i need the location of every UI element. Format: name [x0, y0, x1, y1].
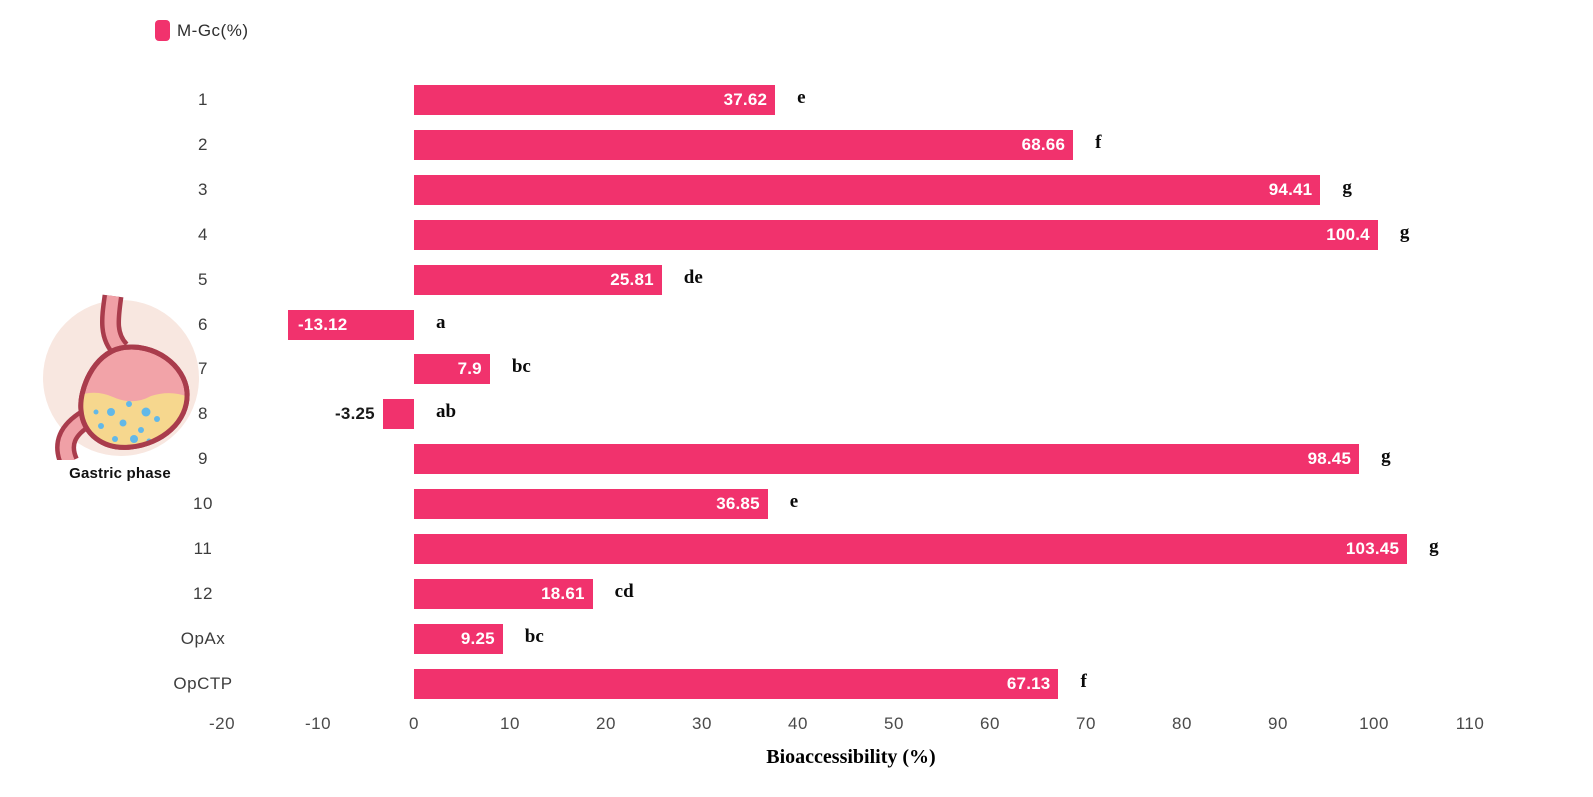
significance-letter: g [1429, 536, 1439, 557]
bar [414, 264, 662, 295]
bar [414, 354, 490, 385]
category-label: 1 [198, 90, 208, 109]
category-label: 11 [193, 539, 213, 558]
bar-value-label: 18.61 [541, 583, 585, 603]
x-axis-tick: 80 [1172, 714, 1192, 733]
category-label: 8 [198, 404, 208, 424]
bar-value-label: 37.62 [723, 90, 768, 109]
bar [414, 623, 503, 654]
bar [414, 534, 1408, 564]
x-axis-tick: 70 [1076, 714, 1096, 733]
bar-value-label: 9.25 [460, 628, 495, 648]
x-axis-title: Bioaccessibility (%) [766, 746, 936, 768]
x-axis-tick: 90 [1268, 714, 1288, 733]
bar [414, 174, 1321, 205]
category-label: OpAx [180, 628, 226, 648]
bar-value-label: 94.41 [1268, 179, 1313, 199]
x-axis-tick: 100 [1359, 714, 1389, 733]
bar [414, 578, 593, 609]
gastric-figure: Gastric phase [30, 292, 210, 482]
legend-swatch [155, 20, 170, 41]
legend-label: M-Gc(%) [177, 20, 249, 40]
bar-value-label: 68.66 [1021, 134, 1066, 154]
category-label: 12 [193, 583, 213, 603]
significance-letter: g [1381, 446, 1391, 468]
stomach-icon [42, 294, 199, 467]
bar-value-label: 25.81 [610, 269, 654, 289]
x-axis-tick: 110 [1455, 714, 1485, 733]
significance-letter: cd [614, 580, 634, 602]
category-label: 3 [198, 179, 208, 199]
bar-value-label: 36.85 [716, 494, 760, 514]
bar-value-label: 98.45 [1307, 449, 1352, 469]
significance-letter: ab [436, 401, 457, 423]
x-axis-tick: 10 [500, 714, 520, 733]
category-label: 9 [198, 449, 208, 469]
category-label: 4 [198, 224, 208, 244]
category-label: OpCTP [173, 673, 233, 693]
bar-value-label: 103.45 [1345, 539, 1400, 558]
category-label: 5 [198, 269, 208, 289]
x-axis-tick: 60 [980, 714, 1000, 733]
significance-letter: bc [511, 356, 531, 378]
x-axis-tick: 0 [409, 714, 419, 733]
legend: M-Gc(%) [155, 20, 248, 41]
x-axis-tick: 40 [788, 714, 808, 733]
x-axis-tick: -20 [208, 714, 236, 733]
x-axis-tick: 30 [692, 714, 712, 733]
stomach-outline [77, 344, 190, 450]
significance-letter: f [1095, 131, 1102, 153]
category-label: 6 [198, 314, 208, 334]
x-axis-tick: 50 [884, 714, 904, 733]
bar [414, 85, 776, 115]
bar-value-label: -13.12 [298, 314, 348, 334]
significance-letter: bc [524, 625, 544, 647]
x-axis-tick: -10 [304, 714, 332, 733]
bar [414, 219, 1378, 250]
significance-letter: g [1342, 176, 1352, 198]
bar [382, 399, 414, 430]
category-label: 7 [198, 359, 208, 379]
figure-caption: Gastric phase [69, 465, 171, 482]
significance-letter: e [797, 87, 806, 108]
significance-letter: f [1080, 670, 1087, 692]
bar [414, 489, 768, 520]
bar [288, 309, 414, 340]
bar [414, 668, 1059, 699]
significance-letter: de [683, 266, 703, 288]
category-label: 10 [193, 494, 213, 514]
category-label: 2 [198, 134, 208, 154]
bar-value-label: 7.9 [457, 359, 482, 379]
significance-letter: a [436, 311, 446, 333]
bar [414, 444, 1360, 475]
bar [414, 129, 1074, 160]
bar-value-label: 67.13 [1006, 673, 1051, 693]
significance-letter: e [789, 491, 799, 513]
significance-letter: g [1399, 221, 1410, 243]
bar-value-label: 100.4 [1326, 224, 1370, 244]
bar-value-label: -3.25 [335, 404, 375, 424]
x-axis-tick: 20 [596, 714, 616, 733]
